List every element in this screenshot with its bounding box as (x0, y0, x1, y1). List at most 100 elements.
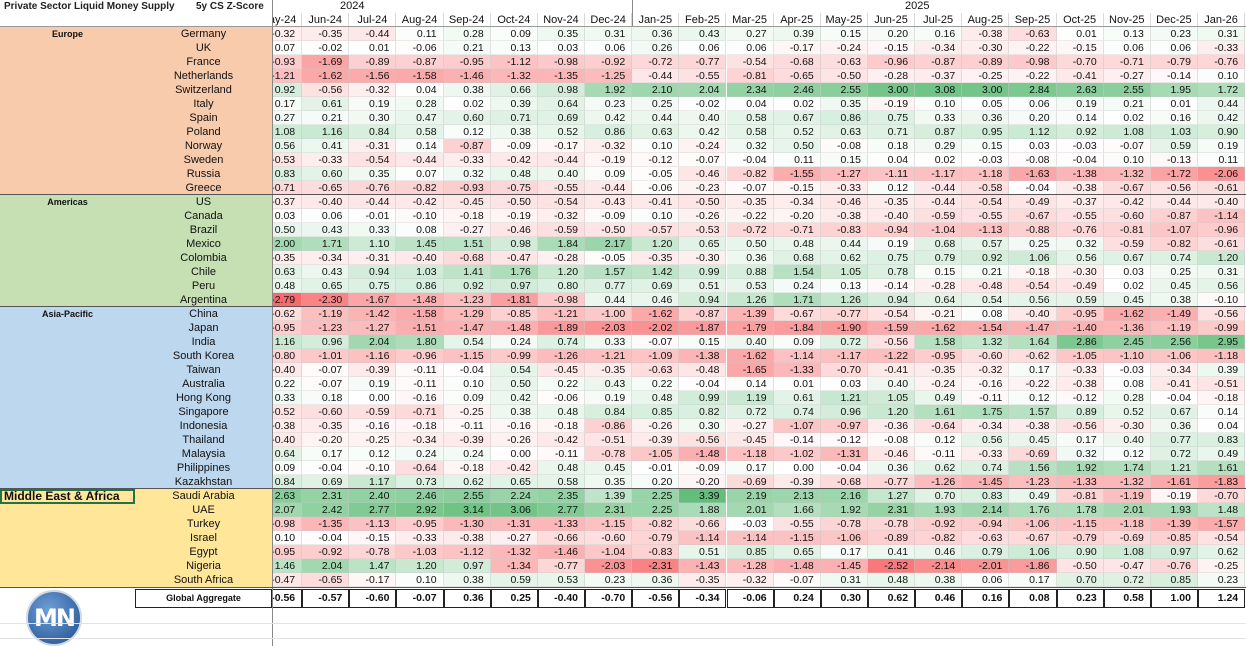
value-cell: 2.07 (272, 503, 303, 517)
value-cell: 0.43 (585, 377, 633, 391)
value-cell: -1.58 (396, 307, 444, 321)
country-label: India (191, 336, 216, 348)
value-cell: -1.19 (1103, 489, 1151, 503)
value-cell: -0.56 (302, 83, 350, 97)
value-cell: -0.47 (1103, 559, 1151, 573)
value-cell: 3.06 (490, 503, 538, 517)
value-cell: 0.33 (585, 335, 633, 349)
value-cell: -0.42 (1103, 195, 1151, 209)
value-cell: 0.19 (349, 97, 397, 111)
value-cell: -1.29 (443, 307, 491, 321)
value-cell: 0.00 (773, 461, 821, 475)
value-cell: -0.37 (272, 195, 303, 209)
value-cell: -0.01 (349, 209, 397, 223)
value-cell: 0.10 (1103, 153, 1151, 167)
value-cell: 0.33 (272, 391, 303, 405)
value-cell: -1.18 (962, 167, 1010, 181)
value-cell: 0.48 (537, 405, 586, 419)
aggregate-cell: -0.40 (537, 589, 586, 608)
value-cell: -0.27 (443, 223, 491, 237)
value-cell: -0.41 (632, 195, 680, 209)
value-cell: 0.01 (349, 41, 397, 55)
value-cell: 0.35 (349, 167, 397, 181)
value-cell: -1.15 (1056, 517, 1104, 531)
value-cell: 1.06 (1009, 251, 1057, 265)
value-cell: 1.45 (396, 237, 444, 251)
value-cell: 0.35 (820, 97, 868, 111)
value-cell: -1.62 (915, 321, 963, 335)
aggregate-cell: -0.57 (302, 589, 350, 608)
value-cell: 1.03 (1150, 125, 1198, 139)
value-cell: -0.34 (1150, 363, 1198, 377)
value-cell: 0.75 (867, 251, 916, 265)
value-cell: -0.60 (302, 405, 350, 419)
value-cell: -0.39 (632, 433, 680, 447)
value-cell: -0.48 (679, 363, 727, 377)
value-cell: 0.64 (272, 447, 303, 461)
value-cell: 0.25 (1009, 237, 1057, 251)
value-cell: -0.81 (726, 69, 774, 83)
value-cell: 0.02 (1103, 279, 1151, 293)
value-cell: -1.35 (302, 517, 350, 531)
value-cell: -0.59 (1103, 237, 1151, 251)
value-cell: 1.20 (537, 265, 586, 279)
value-cell: -0.62 (1009, 349, 1057, 363)
value-cell: 0.53 (537, 573, 586, 587)
value-cell: 2.56 (1150, 335, 1198, 349)
value-cell: -0.54 (349, 153, 397, 167)
value-cell: 0.53 (726, 279, 774, 293)
sheet-subtitle: 5y CS Z-Score (196, 1, 264, 12)
value-cell: -0.32 (349, 83, 397, 97)
value-cell: -0.04 (302, 461, 350, 475)
column-header: Mar-25 (727, 13, 774, 27)
value-cell: -0.67 (1103, 181, 1151, 195)
value-cell: 0.22 (272, 377, 303, 391)
value-cell: -0.06 (396, 41, 444, 55)
group-label: Asia-Pacific (41, 309, 94, 319)
value-cell: -1.14 (1198, 209, 1246, 223)
value-cell: -0.39 (349, 363, 397, 377)
value-cell: -0.25 (349, 433, 397, 447)
value-cell: -0.31 (349, 251, 397, 265)
country-label: UAE (192, 504, 215, 516)
value-cell: 0.84 (585, 405, 633, 419)
value-cell: -1.47 (443, 321, 491, 335)
value-cell: -0.55 (679, 69, 727, 83)
aggregate-cell: 1.24 (1198, 589, 1246, 608)
value-cell: -2.02 (632, 321, 680, 335)
value-cell: 2.55 (1103, 83, 1151, 97)
value-cell: 0.24 (490, 335, 538, 349)
value-cell: 0.49 (1198, 447, 1246, 461)
value-cell: 0.84 (272, 475, 303, 489)
value-cell: 0.10 (632, 209, 680, 223)
value-cell: 0.65 (490, 475, 538, 489)
value-cell: 1.64 (1009, 335, 1057, 349)
aggregate-cell: -0.56 (632, 589, 680, 608)
value-cell: 2.24 (490, 489, 538, 503)
value-cell: 0.36 (962, 111, 1010, 125)
value-cell: 0.85 (726, 545, 774, 559)
value-cell: -1.23 (1009, 475, 1057, 489)
value-cell: 1.74 (1103, 461, 1151, 475)
value-cell: -0.22 (726, 209, 774, 223)
value-cell: -0.40 (1009, 307, 1057, 321)
value-cell: -0.10 (1198, 293, 1246, 307)
value-cell: 0.36 (1150, 419, 1198, 433)
value-cell: -0.45 (443, 195, 491, 209)
value-cell: -1.62 (726, 349, 774, 363)
value-cell: -1.81 (490, 293, 538, 307)
value-cell: -0.19 (1150, 489, 1198, 503)
value-cell: 0.17 (1056, 433, 1104, 447)
value-cell: -0.57 (632, 223, 680, 237)
value-cell: -0.38 (1009, 419, 1057, 433)
value-cell: 0.47 (396, 111, 444, 125)
value-cell: 0.08 (396, 223, 444, 237)
value-cell: -0.07 (1103, 139, 1151, 153)
value-cell: -0.88 (1009, 223, 1057, 237)
value-cell: -0.07 (302, 363, 350, 377)
value-cell: 0.49 (915, 391, 963, 405)
value-cell: -1.89 (537, 321, 586, 335)
value-cell: 0.30 (349, 111, 397, 125)
value-cell: 3.08 (915, 83, 963, 97)
value-cell: -0.07 (632, 335, 680, 349)
